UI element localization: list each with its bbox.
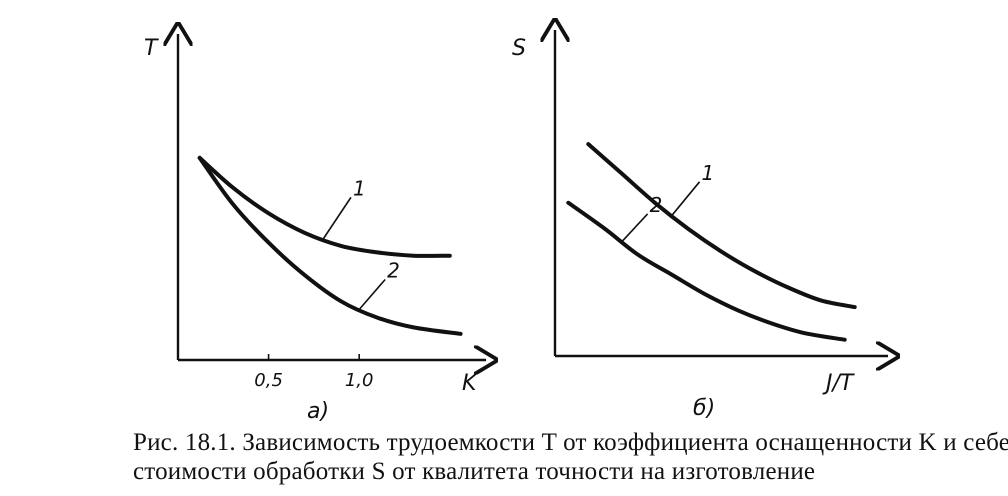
series-b-2-line [566,200,847,342]
series-b-1-label: 1 [702,161,715,185]
curves-a: 12 [197,155,463,336]
caption-line-2: стоимости обработки S от квалитета точно… [133,458,816,485]
series-a-2-leader [358,278,386,310]
series-b-2-label: 2 [650,193,663,217]
chart-panel-a: T K 0,5 1,0 12 а) [144,34,486,424]
x-axis-label-a: K [462,371,478,396]
series-a-2-label: 2 [387,258,400,282]
x-tick-label-a-1: 1,0 [345,370,374,391]
figure-caption: Рис. 18.1. Зависимость трудоемкости T от… [133,428,1008,486]
series-a-1-label: 1 [353,176,366,200]
figure: T K 0,5 1,0 12 а) S J/T 12 б) [144,0,1008,424]
series-a-1-line [197,155,452,258]
x-axis-label-b: J/T [822,371,855,396]
series-b-2-leader [621,213,649,243]
series-a-1-leader [322,196,352,240]
caption-line-1: Рис. 18.1. Зависимость трудоемкости T от… [133,429,1008,456]
x-ticks-a: 0,5 1,0 [254,354,373,391]
panel-label-a: а) [307,399,329,424]
series-b-1-line [586,142,857,310]
series-a-2-line [197,155,463,336]
panel-label-b: б) [693,396,715,421]
chart-panel-b: S J/T 12 б) [512,30,888,421]
series-b-1-leader [670,181,701,217]
y-axis-label-a: T [144,36,159,61]
x-tick-label-a-0: 0,5 [254,370,283,391]
curves-b: 12 [566,142,857,342]
y-axis-label-b: S [512,36,526,61]
